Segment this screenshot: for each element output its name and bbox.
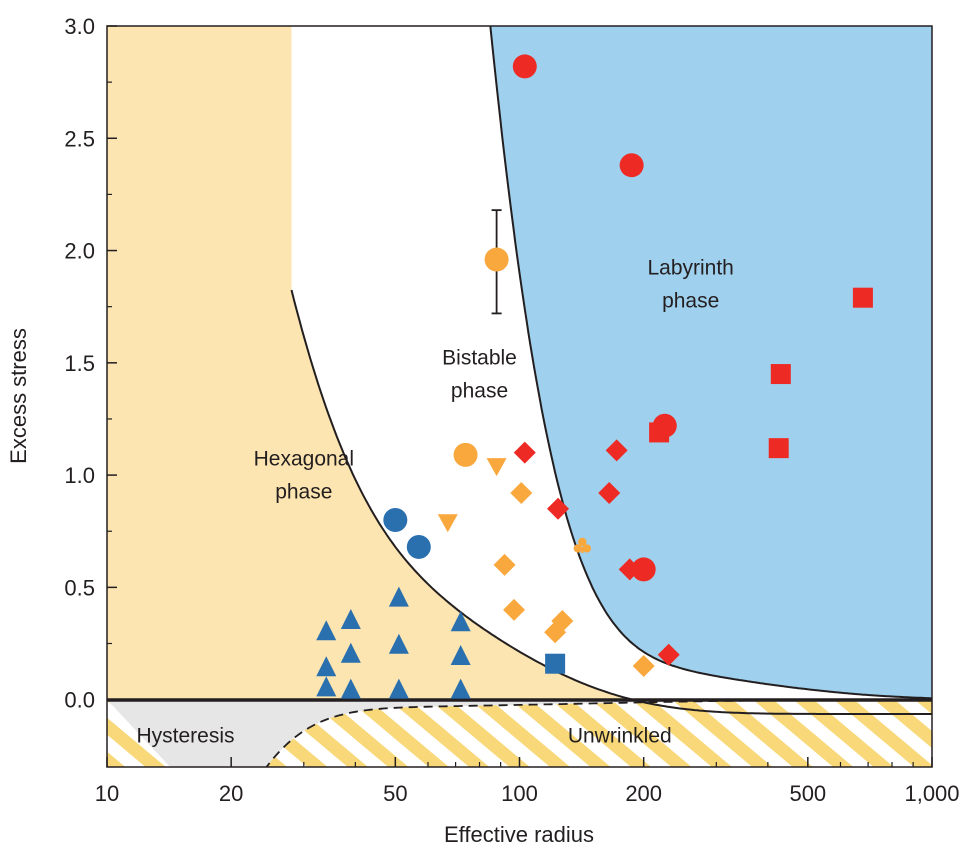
x-tick-label: 10 (95, 781, 119, 806)
red-circle-point (619, 153, 644, 178)
x-tick-label: 100 (501, 781, 538, 806)
y-tick-label: 2.5 (64, 126, 95, 151)
blue-triangle-up-point (340, 642, 361, 663)
red-diamond-point (605, 439, 628, 462)
labyrinth-boundary-curve (489, 26, 932, 700)
labyrinth-region (490, 26, 932, 700)
y-tick-label: 2.0 (64, 239, 95, 264)
blue-triangle-up-point (450, 644, 471, 665)
blue-triangle-up-point (388, 678, 409, 699)
blue-triangle-up-point (316, 656, 337, 677)
y-axis: 0.0 0.5 1.0 1.5 2.0 2.5 3.0 (64, 14, 117, 713)
unwrinkled-region-label: Unwrinkled (568, 725, 672, 748)
blue-triangle-up-point (388, 633, 409, 654)
orange-diamond-point (493, 553, 516, 576)
blue-triangle-up-point (316, 620, 337, 641)
blue-circle-point (383, 508, 408, 532)
red-square-point (852, 287, 873, 308)
data-points (316, 54, 873, 699)
plot-area (107, 26, 932, 767)
x-tick-label: 20 (219, 781, 243, 806)
y-tick-label: 3.0 (64, 14, 95, 39)
red-diamond-point (513, 441, 536, 464)
orange-diamond-point (632, 654, 655, 677)
bistable-region-label: Bistable phase (442, 347, 517, 403)
red-diamond-point (547, 497, 570, 520)
x-axis-label: Effective radius (444, 822, 594, 847)
orange-diamond-point (551, 610, 574, 633)
orange-circle-point (453, 442, 478, 467)
red-square-point (770, 364, 791, 385)
x-tick-label: 1,000 (904, 781, 959, 806)
blue-triangle-up-point (388, 586, 409, 607)
x-axis: 10 20 50 100 200 500 1,000 (95, 757, 960, 806)
orange-club-point (573, 537, 592, 553)
hexagonal-region-label: Hexagonal phase (254, 448, 354, 504)
hysteresis-region (107, 699, 932, 767)
orange-diamond-point (503, 598, 526, 621)
red-diamond-point (657, 643, 680, 666)
y-tick-label: 0.5 (64, 575, 95, 600)
blue-square-point (545, 653, 566, 674)
blue-circle-point (406, 534, 431, 559)
blue-triangle-up-point (450, 678, 471, 699)
region-labels: Hexagonal phase Bistable phase Labyrinth phas… (136, 257, 733, 748)
y-tick-label: 1.5 (64, 351, 95, 376)
orange-diamond-point (510, 482, 533, 505)
blue-triangle-up-point (316, 676, 337, 697)
hexagonal-boundary-curve (290, 289, 932, 715)
x-tick-label: 50 (383, 781, 407, 806)
x-tick-label: 200 (625, 781, 662, 806)
blue-triangle-up-point (340, 678, 361, 699)
blue-triangle-up-point (340, 609, 361, 630)
red-circle-point (652, 413, 677, 438)
red-circle-point (631, 557, 656, 582)
blue-triangle-up-point (450, 611, 471, 632)
orange-triangle-down-point (486, 458, 507, 477)
x-tick-label: 500 (789, 781, 826, 806)
red-circle-point (512, 54, 537, 79)
labyrinth-region-label: Labyrinth phase (647, 257, 733, 313)
red-square-point (768, 438, 789, 459)
y-tick-label: 0.0 (64, 688, 95, 713)
red-diamond-point (598, 482, 621, 505)
orange-triangle-down-point (437, 514, 458, 533)
y-tick-label: 1.0 (64, 463, 95, 488)
orange-circle-point (484, 209, 509, 315)
red-diamond-point (618, 558, 641, 581)
hysteresis-region-label: Hysteresis (136, 725, 234, 748)
y-axis-label: Excess stress (6, 328, 31, 464)
